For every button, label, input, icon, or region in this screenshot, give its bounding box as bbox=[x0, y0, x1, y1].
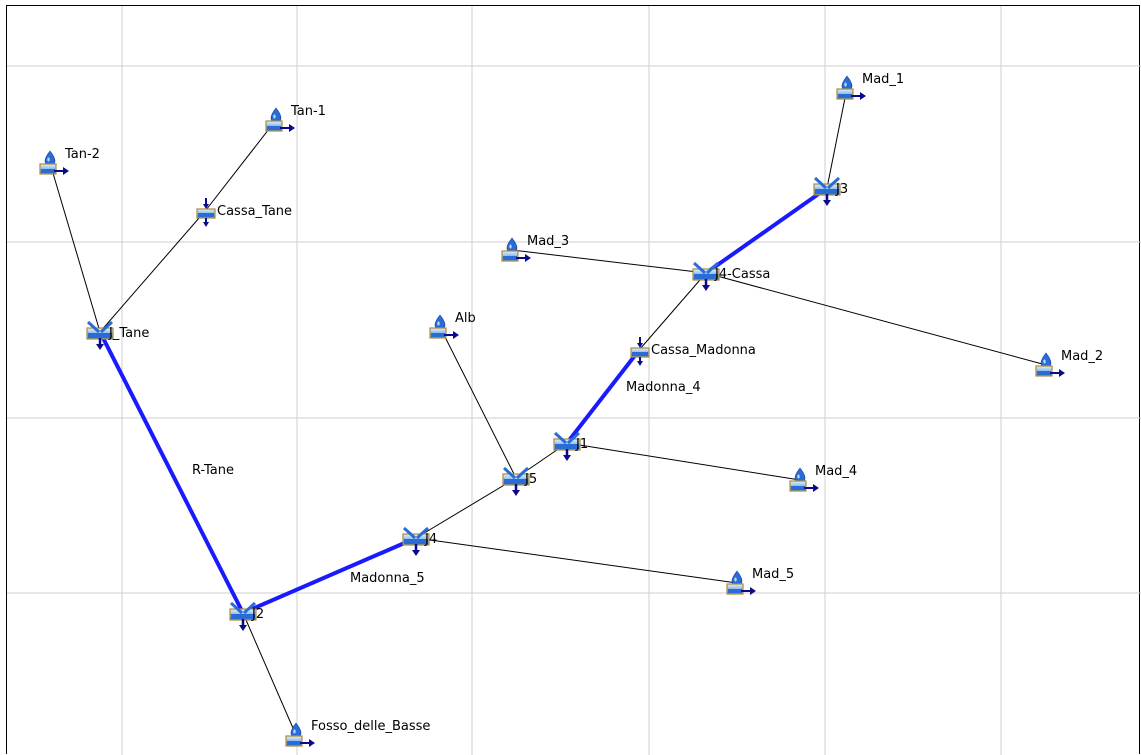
connector-link[interactable] bbox=[416, 538, 737, 583]
node-label: J_Tane bbox=[108, 326, 149, 341]
connector-link[interactable] bbox=[416, 478, 516, 538]
reach-link[interactable] bbox=[706, 188, 827, 273]
node-j4[interactable]: J4 bbox=[403, 528, 437, 556]
node-label: Alb bbox=[455, 311, 476, 326]
node-mad3[interactable]: Mad_3 bbox=[502, 234, 569, 262]
node-alb[interactable]: Alb bbox=[430, 311, 476, 339]
node-label: J2 bbox=[251, 607, 264, 622]
connector-link[interactable] bbox=[50, 163, 100, 332]
node-label: Tan-2 bbox=[64, 147, 100, 162]
node-label: Mad_5 bbox=[752, 567, 794, 582]
node-j-tane[interactable]: J_Tane bbox=[87, 322, 149, 350]
link-label: Madonna_4 bbox=[626, 380, 701, 395]
node-label: J4-Cassa bbox=[714, 267, 770, 282]
node-label: Mad_3 bbox=[527, 234, 569, 249]
connector-link[interactable] bbox=[440, 327, 516, 478]
links-layer bbox=[50, 88, 1046, 735]
link-labels-layer: R-Tane Madonna_5 Madonna_4 bbox=[192, 380, 701, 586]
node-label: Cassa_Tane bbox=[217, 204, 292, 219]
node-j5[interactable]: J5 bbox=[503, 468, 537, 496]
connector-link[interactable] bbox=[243, 613, 296, 735]
node-label: Mad_4 bbox=[815, 464, 857, 479]
node-label: Mad_1 bbox=[862, 72, 904, 87]
connector-link[interactable] bbox=[100, 210, 206, 332]
reach-link[interactable] bbox=[567, 349, 640, 443]
connector-link[interactable] bbox=[567, 443, 800, 480]
connector-link[interactable] bbox=[827, 88, 847, 188]
node-mad2[interactable]: Mad_2 bbox=[1036, 349, 1103, 377]
node-mad5[interactable]: Mad_5 bbox=[727, 567, 794, 595]
connector-link[interactable] bbox=[706, 273, 1046, 365]
node-cassa-madonna[interactable]: Cassa_Madonna bbox=[631, 337, 756, 366]
node-cassa-tane[interactable]: Cassa_Tane bbox=[197, 198, 292, 227]
node-label: J5 bbox=[524, 472, 537, 487]
node-label: Fosso_delle_Basse bbox=[311, 719, 430, 734]
background-grid bbox=[7, 6, 1141, 755]
node-label: J1 bbox=[575, 437, 588, 452]
node-label: Mad_2 bbox=[1061, 349, 1103, 364]
node-mad1[interactable]: Mad_1 bbox=[837, 72, 904, 100]
connector-link[interactable] bbox=[206, 120, 276, 210]
node-fosso[interactable]: Fosso_delle_Basse bbox=[286, 719, 430, 747]
connector-link[interactable] bbox=[512, 250, 706, 273]
connector-link[interactable] bbox=[640, 273, 706, 349]
link-label: Madonna_5 bbox=[350, 571, 425, 586]
node-label: Tan-1 bbox=[290, 104, 326, 119]
node-mad4[interactable]: Mad_4 bbox=[790, 464, 857, 492]
node-tan1[interactable]: Tan-1 bbox=[266, 104, 326, 132]
node-tan2[interactable]: Tan-2 bbox=[40, 147, 100, 175]
node-j2[interactable]: J2 bbox=[230, 603, 264, 631]
node-label: J3 bbox=[835, 182, 848, 197]
node-label: Cassa_Madonna bbox=[651, 343, 756, 358]
node-j3[interactable]: J3 bbox=[814, 178, 848, 206]
link-label: R-Tane bbox=[192, 463, 234, 478]
node-label: J4 bbox=[424, 532, 437, 547]
nodes-layer: Tan-1 Tan-2 Cassa_Tane J_Tane Mad_1 J3 Mad_3 J4… bbox=[40, 72, 1103, 747]
